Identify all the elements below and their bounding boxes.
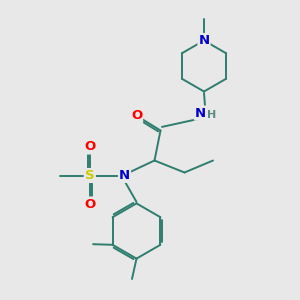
Text: O: O: [131, 109, 142, 122]
Text: O: O: [84, 197, 96, 211]
Text: N: N: [119, 169, 130, 182]
Text: S: S: [85, 169, 95, 182]
Text: N: N: [195, 106, 206, 120]
Text: N: N: [198, 34, 210, 47]
Text: H: H: [207, 110, 216, 121]
Text: O: O: [84, 140, 96, 154]
